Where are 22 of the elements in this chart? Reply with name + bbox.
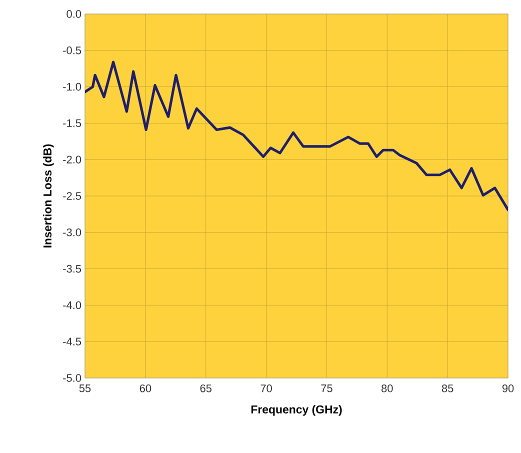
y-tick-label: -3.0 xyxy=(63,228,82,236)
line-series xyxy=(85,60,508,212)
y-tick-label: -0.5 xyxy=(63,46,82,54)
x-tick-label: 85 xyxy=(442,384,454,392)
x-tick-label: 55 xyxy=(79,384,91,392)
y-tick-label: -4.5 xyxy=(63,338,82,346)
y-tick-label: -2.0 xyxy=(63,156,82,164)
x-tick-label: 70 xyxy=(260,384,272,392)
y-tick-label: -1.5 xyxy=(63,119,82,128)
y-axis-title: Insertion Loss (dB) xyxy=(43,144,54,248)
y-tick-label: -1.0 xyxy=(63,82,82,91)
x-tick-label: 65 xyxy=(200,384,212,392)
y-tick-label: -5.0 xyxy=(63,374,82,382)
y-tick-label: -4.0 xyxy=(63,301,82,310)
x-tick-label: 75 xyxy=(321,384,332,392)
x-tick-label: 60 xyxy=(140,384,152,392)
x-axis-title: Frequency (GHz) xyxy=(251,405,342,416)
y-tick-label: -3.5 xyxy=(63,264,82,273)
y-tick-label: -2.5 xyxy=(63,192,82,200)
x-tick-label: 80 xyxy=(382,384,393,392)
y-tick-label: 0.0 xyxy=(66,10,82,18)
x-tick-label: 90 xyxy=(502,384,514,392)
